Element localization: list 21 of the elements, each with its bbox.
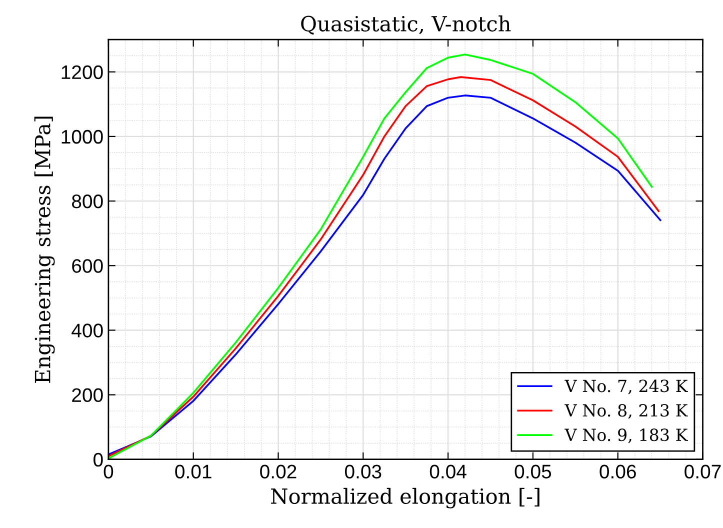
y-tick-label: 1000 bbox=[62, 130, 103, 144]
y-tick-label: 600 bbox=[72, 259, 103, 273]
x-tick-label: 0.05 bbox=[514, 464, 552, 479]
x-tick-label: 0.03 bbox=[344, 464, 382, 479]
y-tick-label: 0 bbox=[94, 452, 103, 467]
x-tick-label: 0.04 bbox=[430, 464, 466, 479]
x-axis-title: Normalized elongation [-] bbox=[271, 488, 540, 508]
x-tick-label: 0 bbox=[104, 464, 114, 479]
chart-title: Quasistatic, V-notch bbox=[301, 15, 511, 35]
y-tick-label: 200 bbox=[72, 388, 103, 402]
y-tick-label: 800 bbox=[72, 194, 103, 208]
x-tick-label: 0.06 bbox=[600, 464, 636, 479]
legend-label: V No. 8, 213 K bbox=[564, 404, 688, 419]
x-tick-label: 0.07 bbox=[684, 464, 721, 479]
y-tick-label: 400 bbox=[72, 324, 103, 338]
x-tick-label: 0.01 bbox=[175, 464, 212, 479]
x-tick-label: 0.02 bbox=[260, 464, 296, 479]
y-tick-label: 1200 bbox=[62, 65, 103, 80]
legend-label: V No. 7, 243 K bbox=[564, 380, 688, 394]
y-axis-title: Engineering stress [MPa] bbox=[34, 116, 55, 383]
legend-label: V No. 9, 183 K bbox=[564, 428, 688, 444]
